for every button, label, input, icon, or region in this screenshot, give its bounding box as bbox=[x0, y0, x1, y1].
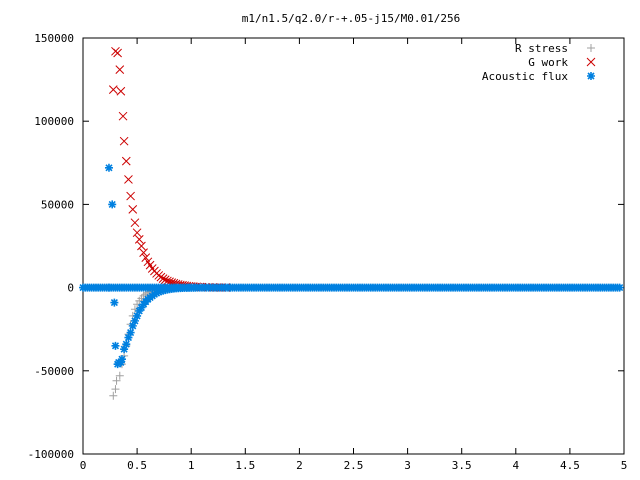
y-tick-label: 50000 bbox=[41, 198, 74, 211]
y-tick-label: 100000 bbox=[34, 115, 74, 128]
g-work-point bbox=[124, 175, 133, 184]
g-work-point bbox=[108, 85, 118, 94]
g-work-point bbox=[134, 234, 144, 244]
g-work-point bbox=[118, 111, 128, 121]
legend-label-acoustic-flux: Acoustic flux bbox=[482, 70, 568, 83]
r-stress-point bbox=[112, 376, 121, 385]
g-work-point bbox=[130, 218, 140, 228]
zero-line-marker bbox=[226, 283, 235, 292]
g-work-point bbox=[158, 274, 168, 283]
acoustic-flux-point bbox=[111, 341, 120, 350]
legend-label-r-stress: R stress bbox=[515, 42, 568, 55]
r-stress-point bbox=[109, 391, 118, 400]
acoustic-flux-point bbox=[152, 289, 161, 298]
g-work-point bbox=[115, 65, 125, 74]
x-tick-label: 3 bbox=[404, 459, 411, 472]
x-tick-label: 1 bbox=[188, 459, 195, 472]
chart-title: m1/n1.5/q2.0/r-+.05-j15/M0.01/256 bbox=[242, 12, 461, 25]
g-work-point bbox=[137, 241, 146, 251]
r-stress-point bbox=[115, 371, 124, 380]
x-tick-label: 1.5 bbox=[235, 459, 255, 472]
y-tick-label: -50000 bbox=[34, 365, 74, 378]
g-work-point bbox=[119, 136, 129, 146]
g-work-point bbox=[141, 253, 151, 263]
acoustic-flux-point bbox=[135, 306, 144, 315]
x-tick-label: 2.5 bbox=[344, 459, 364, 472]
plot-frame bbox=[82, 37, 625, 455]
acoustic-flux-point bbox=[133, 311, 142, 320]
axis-ticks: 0 0.5 1 1.5 2 2.5 3 3.5 4 4.5 5 -100000 -50000 0 50000… bbox=[28, 32, 628, 472]
x-tick-label: 0.5 bbox=[127, 459, 147, 472]
legend-marker-g-work bbox=[586, 57, 596, 67]
acoustic-flux-point bbox=[110, 298, 119, 307]
legend-marker-r-stress bbox=[587, 44, 595, 52]
acoustic-flux-point bbox=[137, 303, 146, 312]
legend-label-g-work: G work bbox=[528, 56, 568, 69]
acoustic-flux-point bbox=[124, 333, 133, 342]
acoustic-flux-point bbox=[120, 345, 129, 354]
data-markers bbox=[79, 46, 624, 400]
legend-marker-acoustic-flux bbox=[587, 72, 595, 80]
g-work-point bbox=[128, 205, 138, 214]
x-tick-label: 0 bbox=[80, 459, 87, 472]
y-tick-label: -100000 bbox=[28, 448, 74, 461]
g-work-point bbox=[132, 228, 142, 238]
g-work-point bbox=[121, 156, 131, 166]
r-stress-point bbox=[111, 385, 120, 394]
acoustic-flux-point bbox=[128, 321, 137, 330]
acoustic-flux-point bbox=[130, 316, 139, 325]
g-work-point bbox=[126, 191, 135, 201]
acoustic-flux-point bbox=[126, 328, 135, 337]
acoustic-flux-point bbox=[154, 288, 163, 297]
acoustic-flux-point bbox=[108, 200, 117, 209]
acoustic-flux-point bbox=[122, 340, 131, 349]
x-tick-label: 4 bbox=[512, 459, 519, 472]
acoustic-flux-point bbox=[117, 355, 126, 364]
g-work-point bbox=[113, 48, 122, 58]
x-tick-label: 2 bbox=[296, 459, 303, 472]
x-tick-label: 3.5 bbox=[452, 459, 472, 472]
y-tick-label: 150000 bbox=[34, 32, 74, 45]
acoustic-flux-point bbox=[104, 163, 113, 172]
acoustic-flux-point bbox=[116, 358, 125, 367]
g-work-point bbox=[139, 248, 148, 258]
x-tick-label: 4.5 bbox=[560, 459, 580, 472]
x-tick-label: 5 bbox=[621, 459, 628, 472]
g-work-point bbox=[160, 275, 170, 285]
zero-line-marker bbox=[615, 283, 624, 292]
g-work-point bbox=[116, 86, 126, 96]
y-tick-label: 0 bbox=[67, 282, 74, 295]
